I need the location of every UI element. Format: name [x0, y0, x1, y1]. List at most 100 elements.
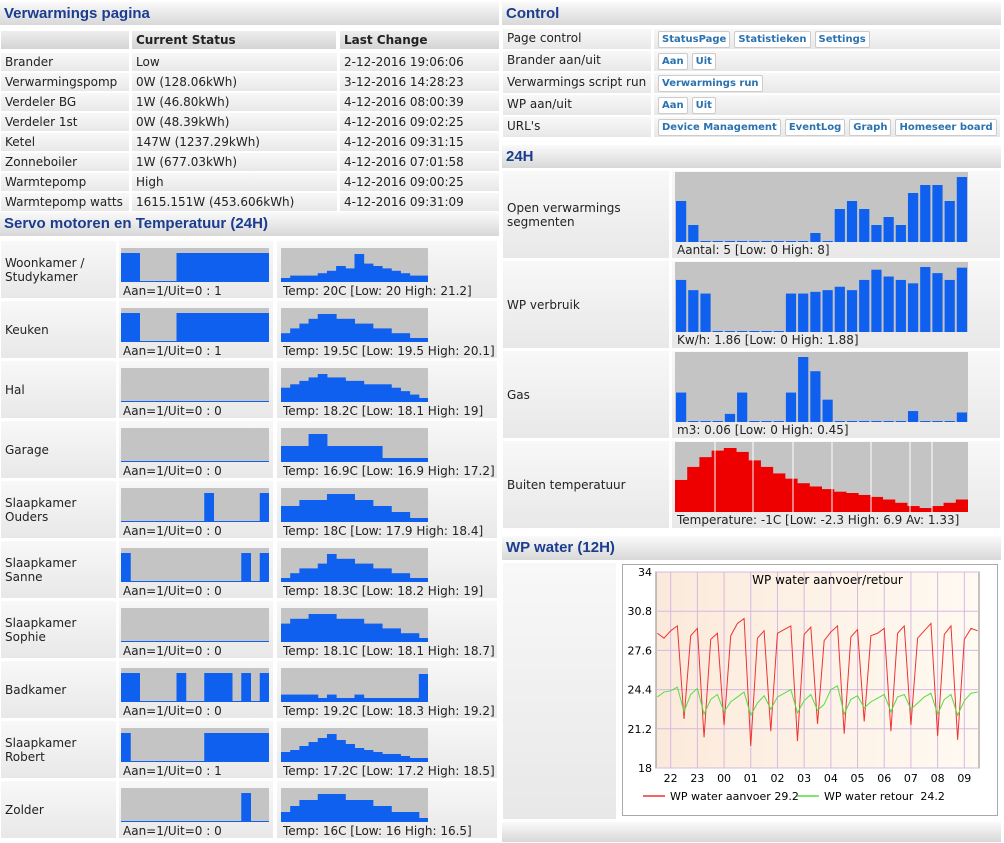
- area-step: [250, 461, 261, 462]
- bar: [907, 411, 919, 422]
- area-step: [372, 384, 383, 402]
- button[interactable]: Uit: [691, 96, 716, 114]
- area-step: [195, 701, 205, 702]
- chart-cell: [502, 562, 617, 820]
- bar: [834, 209, 845, 242]
- button[interactable]: Homeseer board: [895, 118, 997, 136]
- button[interactable]: StatusPage: [658, 30, 731, 48]
- area-step: [400, 333, 411, 342]
- area-step: [148, 461, 159, 462]
- bar: [932, 185, 943, 242]
- row-label: Hal: [0, 360, 117, 419]
- table-cell: 0W (48.39kWh): [131, 112, 338, 132]
- area-step: [185, 761, 196, 762]
- chart-label: Temp: 18.3C [Low: 18.2 High: 19]: [283, 584, 484, 598]
- area-step: [121, 821, 131, 822]
- bar: [724, 241, 736, 242]
- button[interactable]: Settings: [814, 30, 870, 48]
- area-step: [290, 328, 300, 342]
- area-step: [167, 701, 177, 702]
- bar: [798, 357, 809, 422]
- area-step: [290, 506, 300, 522]
- button[interactable]: Aan: [658, 96, 688, 114]
- area-step: [167, 461, 177, 462]
- area-step: [195, 253, 205, 282]
- area-step: [250, 401, 261, 402]
- area-step: [299, 275, 310, 282]
- area-step: [176, 253, 187, 282]
- area-step: [130, 521, 140, 522]
- area-step: [167, 641, 177, 642]
- area-step: [204, 253, 214, 282]
- temp-chart: [281, 788, 428, 822]
- area-step: [195, 821, 205, 822]
- bar: [749, 331, 760, 332]
- area-step: [354, 380, 365, 402]
- chart-label: Aan=1/Uit=0 : 0: [123, 464, 222, 478]
- area-step: [326, 794, 337, 822]
- button[interactable]: Device Management: [658, 118, 781, 136]
- bar: [749, 421, 760, 422]
- area-step: [139, 401, 150, 402]
- area-step: [139, 521, 150, 522]
- temp-chart: [281, 488, 428, 522]
- area-step: [195, 313, 205, 342]
- button[interactable]: EventLog: [784, 118, 846, 136]
- bar: [785, 293, 797, 332]
- area-step: [418, 338, 428, 342]
- area-step: [363, 323, 374, 342]
- area-step: [213, 461, 224, 462]
- area-step: [121, 313, 131, 342]
- area-step: [176, 821, 187, 822]
- area-step: [259, 401, 269, 402]
- bar: [773, 241, 784, 242]
- chart-label: Aan=1/Uit=0 : 1: [123, 764, 222, 778]
- area-step: [345, 318, 355, 342]
- area-step: [148, 341, 159, 342]
- area-step: [372, 806, 383, 822]
- area-step: [204, 673, 214, 702]
- temp-chart: [281, 368, 428, 402]
- area-step: [148, 701, 159, 702]
- bar: [895, 279, 906, 332]
- button[interactable]: Uit: [691, 52, 716, 70]
- area-step: [299, 694, 310, 702]
- x-tick-label: 22: [664, 772, 678, 785]
- area-step: [363, 446, 374, 462]
- area-step: [148, 821, 159, 822]
- area-step: [281, 694, 291, 702]
- area-step: [130, 641, 140, 642]
- bar: [907, 193, 919, 242]
- x-tick-label: 06: [877, 772, 891, 785]
- table-cell: 1W (677.03kWh): [131, 152, 338, 172]
- button[interactable]: Aan: [658, 52, 688, 70]
- area-step: [213, 313, 224, 342]
- area-step: [139, 761, 150, 762]
- button[interactable]: Verwarmings run: [658, 74, 763, 92]
- area-step: [326, 734, 337, 762]
- row-label: Garage: [0, 420, 117, 479]
- x-tick-label: 03: [797, 772, 811, 785]
- section-header: Servo motoren en Temperatuur (24H): [0, 212, 499, 236]
- bar: [871, 269, 882, 332]
- area-step: [784, 478, 798, 512]
- button[interactable]: Graph: [849, 118, 892, 136]
- area-step: [363, 698, 374, 702]
- area-step: [204, 493, 214, 522]
- temp-chart: [281, 548, 428, 582]
- area-step: [213, 641, 224, 642]
- chart-label: m3: 0.06 [Low: 0 High: 0.45]: [677, 423, 849, 437]
- row-label: Verdeler BG: [0, 92, 130, 112]
- area-step: [882, 499, 896, 512]
- area-step: [382, 754, 392, 762]
- chart-label: Temp: 19.5C [Low: 19.5 High: 20.1]: [283, 344, 495, 358]
- area-step: [241, 461, 251, 462]
- area-step: [241, 733, 251, 762]
- table-cell: 2-12-2016 19:06:06: [339, 52, 500, 72]
- area-step: [299, 446, 310, 462]
- row-label: Warmtepomp watts: [0, 192, 130, 212]
- button[interactable]: Statistieken: [734, 30, 811, 48]
- chart-label: Temp: 19.2C [Low: 18.3 High: 19.2]: [283, 704, 495, 718]
- legend-label: WP water retour 24.2: [824, 790, 945, 803]
- area-step: [185, 581, 196, 582]
